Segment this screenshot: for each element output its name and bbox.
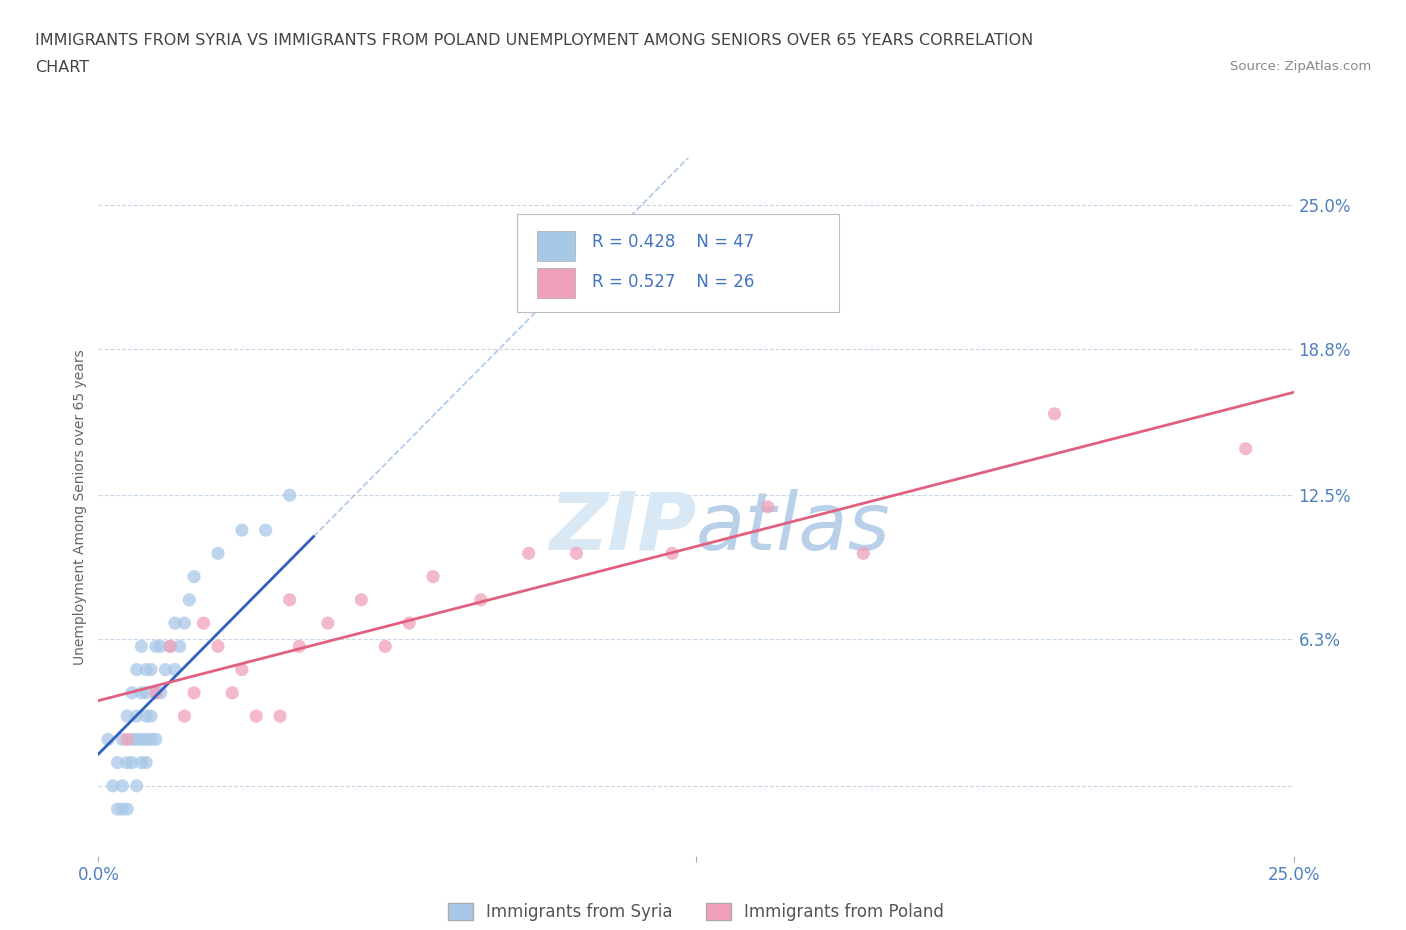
FancyBboxPatch shape <box>537 232 575 260</box>
Point <box>852 546 875 561</box>
Point <box>179 592 201 607</box>
Point <box>111 802 134 817</box>
Point <box>115 709 138 724</box>
Point <box>159 639 181 654</box>
Point <box>278 592 301 607</box>
Point <box>374 639 396 654</box>
Point <box>207 639 229 654</box>
Text: R = 0.527    N = 26: R = 0.527 N = 26 <box>592 272 755 290</box>
Point <box>169 639 191 654</box>
FancyBboxPatch shape <box>517 214 839 312</box>
Point <box>155 662 177 677</box>
Point <box>121 732 143 747</box>
Point <box>661 267 683 282</box>
Text: atlas: atlas <box>696 489 891 566</box>
Point <box>1043 406 1066 421</box>
Point <box>125 778 148 793</box>
Point <box>1234 442 1257 457</box>
Point <box>135 732 157 747</box>
Point <box>131 732 153 747</box>
Point <box>111 778 134 793</box>
Point <box>145 732 167 747</box>
Point <box>121 685 143 700</box>
Point <box>422 569 444 584</box>
Y-axis label: Unemployment Among Seniors over 65 years: Unemployment Among Seniors over 65 years <box>73 349 87 665</box>
Point <box>101 778 124 793</box>
Point <box>183 685 205 700</box>
Point <box>756 499 779 514</box>
Point <box>135 709 157 724</box>
Point <box>254 523 277 538</box>
Point <box>111 732 134 747</box>
Point <box>139 662 162 677</box>
Legend: Immigrants from Syria, Immigrants from Poland: Immigrants from Syria, Immigrants from P… <box>441 896 950 927</box>
Point <box>125 662 148 677</box>
Point <box>125 732 148 747</box>
Point <box>173 709 195 724</box>
Point <box>115 732 138 747</box>
Point <box>145 685 167 700</box>
Point <box>145 639 167 654</box>
Point <box>316 616 339 631</box>
Text: ZIP: ZIP <box>548 489 696 566</box>
Point <box>139 709 162 724</box>
Point <box>115 755 138 770</box>
Point <box>231 662 253 677</box>
FancyBboxPatch shape <box>537 268 575 298</box>
Point <box>149 685 172 700</box>
Point <box>163 662 186 677</box>
Point <box>135 685 157 700</box>
Point <box>350 592 373 607</box>
Point <box>159 639 181 654</box>
Point <box>131 685 153 700</box>
Text: CHART: CHART <box>35 60 89 75</box>
Point <box>145 685 167 700</box>
Point <box>231 523 253 538</box>
Point <box>107 755 129 770</box>
Text: R = 0.428    N = 47: R = 0.428 N = 47 <box>592 233 754 251</box>
Point <box>135 662 157 677</box>
Point <box>131 639 153 654</box>
Point <box>173 616 195 631</box>
Point <box>135 755 157 770</box>
Point <box>278 488 301 503</box>
Point <box>107 802 129 817</box>
Point <box>163 616 186 631</box>
Point <box>183 569 205 584</box>
Text: IMMIGRANTS FROM SYRIA VS IMMIGRANTS FROM POLAND UNEMPLOYMENT AMONG SENIORS OVER : IMMIGRANTS FROM SYRIA VS IMMIGRANTS FROM… <box>35 33 1033 47</box>
Point <box>661 546 683 561</box>
Point <box>398 616 420 631</box>
Point <box>221 685 243 700</box>
Point <box>115 802 138 817</box>
Text: Source: ZipAtlas.com: Source: ZipAtlas.com <box>1230 60 1371 73</box>
Point <box>193 616 215 631</box>
Point <box>565 546 588 561</box>
Point <box>139 732 162 747</box>
Point <box>97 732 120 747</box>
Point <box>121 755 143 770</box>
Point <box>269 709 291 724</box>
Point <box>149 639 172 654</box>
Point <box>207 546 229 561</box>
Point <box>470 592 492 607</box>
Point <box>245 709 267 724</box>
Point <box>131 755 153 770</box>
Point <box>125 709 148 724</box>
Point <box>517 546 540 561</box>
Point <box>288 639 311 654</box>
